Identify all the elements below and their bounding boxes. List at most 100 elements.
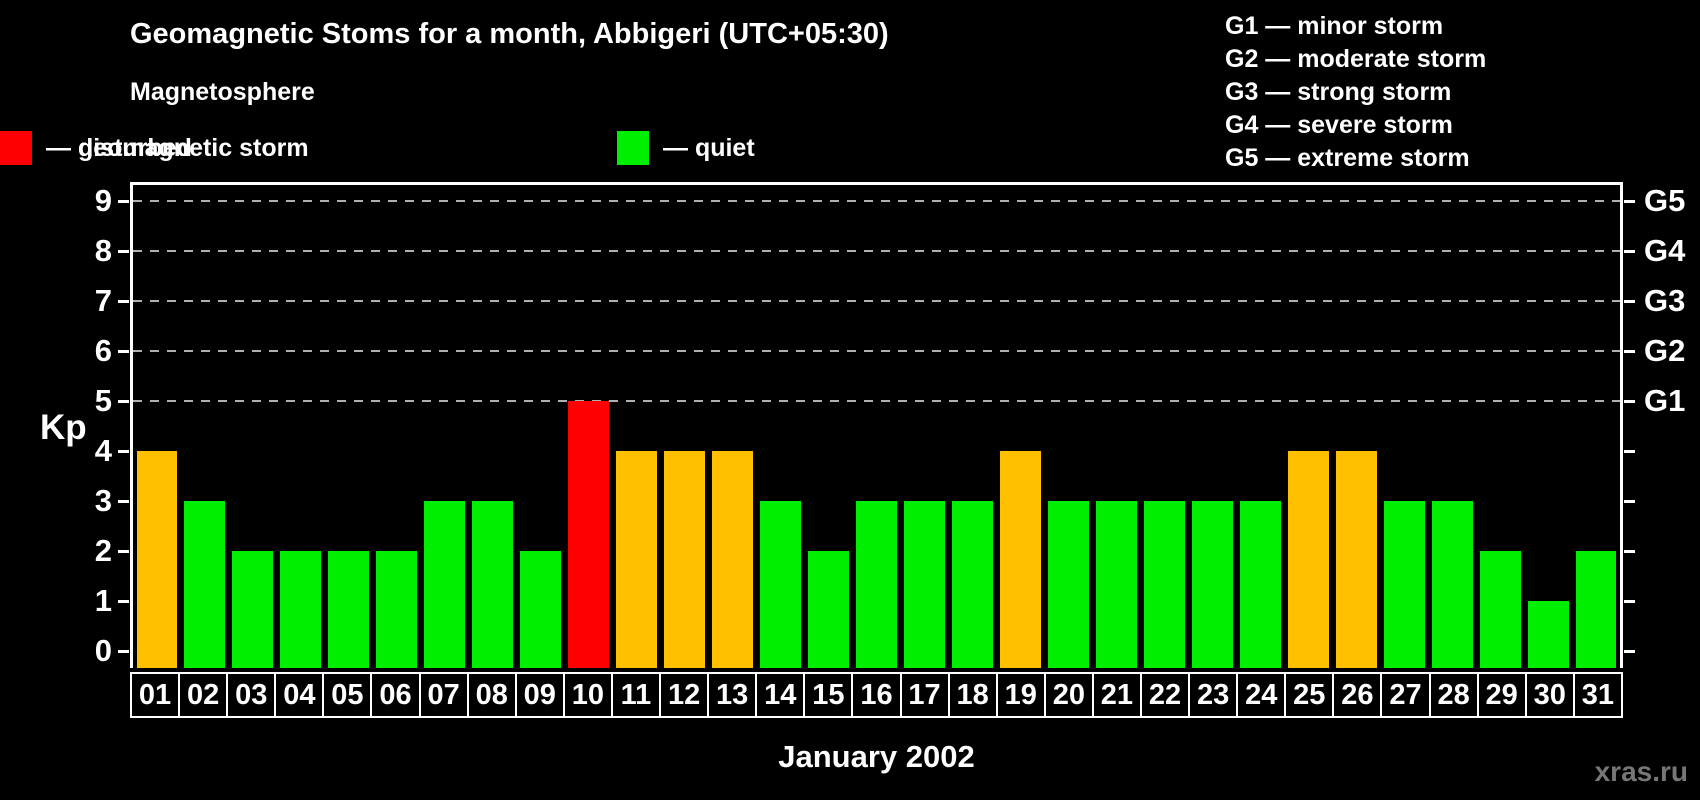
y-axis-tick-9 <box>118 200 129 203</box>
bar-day-28 <box>1431 501 1473 668</box>
day-cell-22: 22 <box>1141 672 1191 718</box>
y-axis-tick-label-9: 9 <box>94 183 112 218</box>
day-cell-02: 02 <box>180 672 229 718</box>
bar-day-09 <box>520 551 562 668</box>
y-axis-tick-8 <box>118 250 129 253</box>
right-axis-tick-2 <box>1624 550 1635 553</box>
bar-day-14 <box>760 501 802 668</box>
y-axis-tick-6 <box>118 350 129 353</box>
magnetosphere-label: Magnetosphere <box>130 78 315 106</box>
right-axis-tick-6 <box>1624 350 1635 353</box>
day-cell-01: 01 <box>130 672 181 718</box>
plot-area <box>130 182 1623 668</box>
day-cell-19: 19 <box>997 672 1046 718</box>
watermark-xras: xras.ru <box>1594 756 1688 787</box>
y-axis-tick-label-8: 8 <box>94 233 112 268</box>
day-cell-30: 30 <box>1526 672 1575 718</box>
right-axis-tick-5 <box>1624 400 1635 403</box>
y-axis-tick-label-0: 0 <box>94 633 112 668</box>
bar-day-17 <box>903 501 945 668</box>
day-cell-09: 09 <box>516 672 565 718</box>
x-axis-title: January 2002 <box>778 739 975 774</box>
y-axis-tick-0 <box>118 650 129 653</box>
bar-day-27 <box>1383 501 1425 668</box>
g-scale-legend-line-g4: G4 — severe storm <box>1225 111 1453 139</box>
gridline-kp-7 <box>133 300 1620 302</box>
bar-day-05 <box>328 551 370 668</box>
day-cell-04: 04 <box>276 672 325 718</box>
y-axis-tick-label-7: 7 <box>94 283 112 318</box>
bar-day-21 <box>1095 501 1137 668</box>
bar-day-20 <box>1047 501 1089 668</box>
y-axis-tick-label-1: 1 <box>94 583 112 618</box>
bar-day-11 <box>616 451 658 668</box>
g-scale-legend-line-g2: G2 — moderate storm <box>1225 45 1487 73</box>
y-axis-tick-label-3: 3 <box>94 483 112 518</box>
g-scale-legend-line-g1: G1 — minor storm <box>1225 12 1444 40</box>
right-axis-tick-1 <box>1624 600 1635 603</box>
gridline-kp-8 <box>133 250 1620 252</box>
day-cell-17: 17 <box>901 672 950 718</box>
day-cell-31: 31 <box>1574 672 1623 718</box>
bar-day-13 <box>712 451 754 668</box>
bar-day-12 <box>664 451 706 668</box>
day-cell-06: 06 <box>372 672 421 718</box>
bar-day-06 <box>376 551 418 668</box>
x-axis-day-row: 01 02 03 04 05 06 07 08 09 10 11 12 13 14 15 16 17 18 19 20… <box>130 672 1623 718</box>
right-axis-tick-4 <box>1624 450 1635 453</box>
right-axis-label-g2: G2 <box>1644 333 1686 368</box>
g-scale-legend-line-g5: G5 — extreme storm <box>1225 144 1470 172</box>
bar-day-30 <box>1527 601 1569 668</box>
right-axis-label-g4: G4 <box>1644 233 1686 268</box>
day-cell-27: 27 <box>1382 672 1431 718</box>
y-axis-tick-5 <box>118 400 129 403</box>
storm-color-swatch <box>0 131 32 165</box>
day-cell-25: 25 <box>1286 672 1335 718</box>
y-axis-tick-3 <box>118 500 129 503</box>
gridline-kp-5 <box>133 400 1620 402</box>
day-cell-23: 23 <box>1190 672 1239 718</box>
bar-day-22 <box>1143 501 1185 668</box>
chart-title: Geomagnetic Stoms for a month, Abbigeri … <box>130 18 889 50</box>
bar-day-16 <box>856 501 897 668</box>
bar-day-18 <box>951 501 993 668</box>
bar-day-01 <box>136 451 178 668</box>
right-axis-label-g5: G5 <box>1644 183 1686 218</box>
bar-day-26 <box>1335 451 1377 668</box>
right-axis-tick-8 <box>1624 250 1635 253</box>
y-axis-tick-label-2: 2 <box>94 533 112 568</box>
bar-day-03 <box>232 551 274 668</box>
gridline-kp-9 <box>133 200 1620 202</box>
bar-day-19 <box>999 451 1041 668</box>
legend-label-storm: — geomagnetic storm <box>46 133 309 162</box>
day-cell-03: 03 <box>228 672 277 718</box>
bar-day-02 <box>184 501 226 668</box>
bar-day-25 <box>1287 451 1329 668</box>
bar-day-07 <box>424 501 466 668</box>
right-axis-label-g3: G3 <box>1644 283 1686 318</box>
bar-day-31 <box>1575 551 1617 668</box>
day-cell-05: 05 <box>324 672 373 718</box>
legend-item-quiet: — quiet <box>617 131 755 165</box>
day-cell-24: 24 <box>1238 672 1287 718</box>
legend-label-quiet: — quiet <box>663 133 755 162</box>
legend-item-storm: — geomagnetic storm <box>0 131 309 165</box>
bar-day-29 <box>1479 551 1521 668</box>
right-axis-label-g1: G1 <box>1644 383 1686 418</box>
bar-day-23 <box>1191 501 1233 668</box>
y-axis-tick-7 <box>118 300 129 303</box>
day-cell-21: 21 <box>1093 672 1142 718</box>
day-cell-12: 12 <box>661 672 710 718</box>
day-cell-29: 29 <box>1478 672 1527 718</box>
right-axis-tick-3 <box>1624 500 1635 503</box>
day-cell-13: 13 <box>709 672 758 718</box>
right-axis-tick-7 <box>1624 300 1635 303</box>
g-scale-legend: G1 — minor storm G2 — moderate storm G3 … <box>1225 10 1486 175</box>
legend-label-disturbed: — disturbed <box>46 133 192 162</box>
quiet-color-swatch <box>617 131 649 165</box>
y-axis-tick-label-6: 6 <box>94 333 112 368</box>
bar-day-15 <box>808 551 849 668</box>
day-cell-08: 08 <box>468 672 517 718</box>
bar-day-04 <box>280 551 322 668</box>
